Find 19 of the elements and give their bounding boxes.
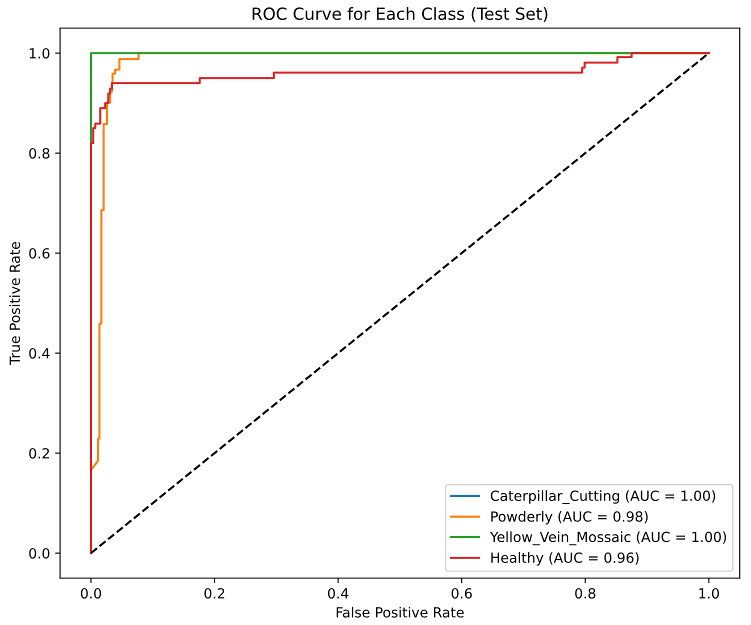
legend-label: Yellow_Vein_Mossaic (AUC = 1.00) [490, 531, 726, 546]
y-tick-label: 0.2 [29, 448, 49, 459]
x-tick-label: 0.0 [80, 588, 102, 599]
legend-label: Caterpillar_Cutting (AUC = 1.00) [490, 490, 716, 504]
y-tick-label: 0.8 [29, 148, 50, 159]
chart-title: ROC Curve for Each Class (Test Set) [252, 7, 548, 22]
y-tick-label: 0.0 [29, 548, 50, 559]
y-tick-label: 0.4 [29, 348, 50, 359]
x-tick-label: 0.8 [575, 588, 596, 599]
legend-label: Healthy (AUC = 0.96) [491, 552, 639, 566]
y-tick-label: 1.0 [30, 48, 50, 59]
x-axis-title: False Positive Rate [336, 606, 464, 618]
y-tick-label: 0.6 [29, 248, 50, 259]
x-tick-label: 1.0 [699, 588, 719, 599]
x-tick-label: 0.2 [204, 588, 224, 599]
x-tick-label: 0.6 [452, 588, 472, 599]
x-tick-label: 0.4 [328, 588, 348, 599]
y-axis-title: True Positive Rate [9, 242, 20, 366]
legend-label: Powderly (AUC = 0.98) [491, 511, 648, 524]
